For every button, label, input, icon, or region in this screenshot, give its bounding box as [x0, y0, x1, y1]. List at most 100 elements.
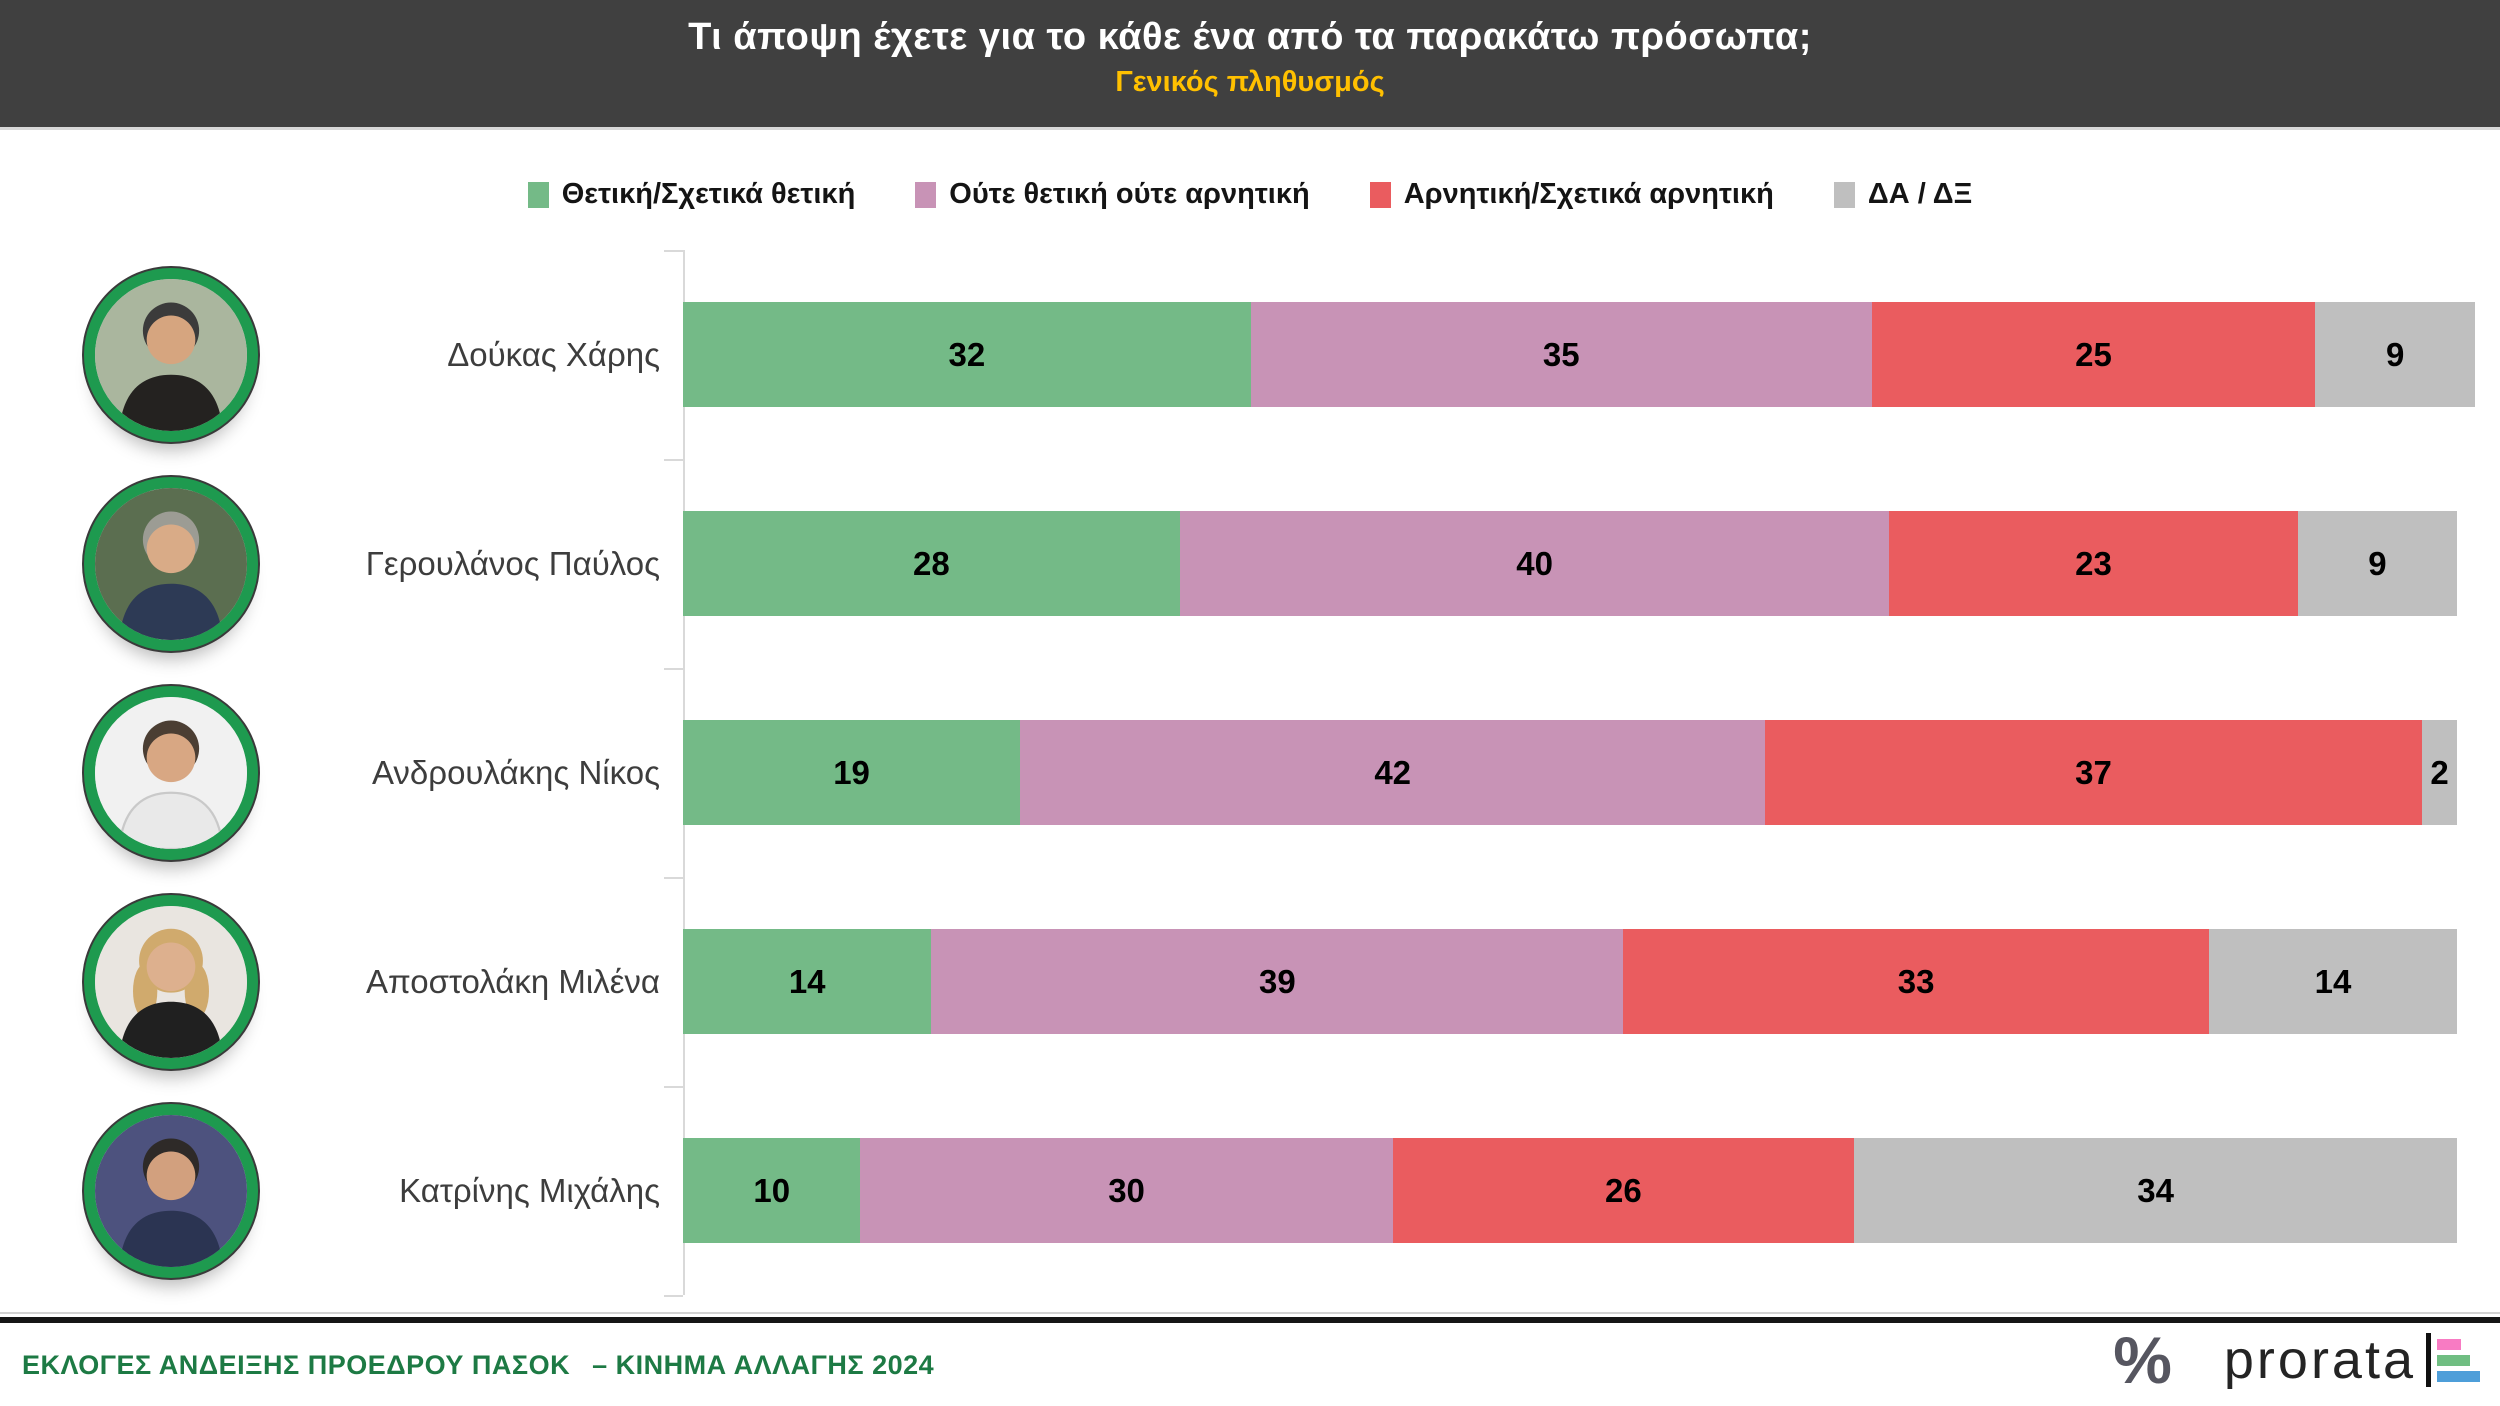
legend-swatch	[1833, 181, 1855, 208]
footer-separator-light	[0, 1312, 2500, 1314]
page-subtitle: Γενικός πληθυσμός	[1115, 66, 1385, 98]
value-label: 37	[2075, 753, 2112, 791]
legend-label: Θετική/Σχετικά θετική	[561, 178, 856, 210]
footer-separator	[0, 1317, 2500, 1323]
value-label: 14	[788, 962, 826, 1000]
person-photo-placeholder	[95, 278, 247, 431]
bar-segment-dk-na: 14	[2208, 929, 2458, 1034]
legend: Θετική/Σχετικά θετική Ούτε θετική ούτε αρ…	[0, 178, 2500, 211]
value-label: 35	[1542, 335, 1580, 373]
category-label: Κατρίνης Μιχάλης	[399, 1171, 660, 1209]
value-label: 40	[1516, 544, 1553, 582]
chart-row: Δούκας Χάρης 32 35 25 9	[0, 250, 2500, 459]
bar-segment-neutral: 30	[860, 1138, 1393, 1243]
avatar	[84, 267, 258, 442]
value-label: 33	[1897, 962, 1935, 1000]
stacked-bar: 32 35 25 9	[683, 302, 2475, 407]
value-label: 30	[1108, 1171, 1145, 1209]
legend-swatch	[527, 181, 549, 208]
legend-label: Ούτε θετική ούτε αρνητική	[949, 178, 1310, 210]
percent-icon: %	[2113, 1323, 2172, 1397]
bar-segment-positive: 14	[683, 929, 932, 1034]
axis-tick	[664, 877, 683, 879]
brand-bar-blue	[2437, 1370, 2480, 1382]
avatar	[84, 476, 258, 651]
chart-row: Γερουλάνος Παύλος 28 40 23 9	[0, 459, 2500, 668]
bar-segment-positive: 32	[683, 302, 1251, 407]
bar-segment-negative: 37	[1765, 720, 2422, 825]
bar-segment-neutral: 35	[1250, 302, 1872, 407]
legend-item: Αρνητική/Σχετικά αρνητική	[1369, 178, 1774, 211]
bar-segment-negative: 26	[1392, 1138, 1854, 1243]
value-label: 2	[2430, 753, 2449, 791]
header: Τι άποψη έχετε για το κάθε ένα από τα πα…	[0, 0, 2500, 130]
bar-segment-dk-na: 9	[2315, 302, 2475, 407]
stacked-bar: 14 39 33 14	[683, 929, 2475, 1034]
bar-segment-dk-na: 9	[2297, 511, 2458, 616]
legend-label: Αρνητική/Σχετικά αρνητική	[1403, 178, 1774, 210]
legend-swatch	[915, 181, 937, 208]
legend-label: ΔΑ / ΔΞ	[1867, 178, 1973, 210]
axis-tick	[664, 250, 683, 252]
value-label: 10	[753, 1171, 791, 1209]
axis-tick	[664, 459, 683, 461]
bar-segment-positive: 28	[683, 511, 1180, 616]
person-photo-placeholder	[95, 905, 247, 1058]
brand-wordmark: prorata	[2223, 1330, 2416, 1390]
brand-bar-green	[2437, 1354, 2470, 1366]
footer-source-text: ΕΚΛΟΓΕΣ ΑΝΔΕΙΞΗΣ ΠΡΟΕΔΡΟΥ ΠΑΣΟΚ – ΚΙΝΗΜΑ…	[22, 1350, 935, 1380]
prorata-logo: % prorata	[2113, 1327, 2480, 1393]
bar-segment-negative: 23	[1889, 511, 2298, 616]
bar-segment-neutral: 42	[1020, 720, 1766, 825]
bar-chart-icon	[2437, 1338, 2480, 1382]
avatar	[84, 894, 258, 1069]
category-label: Αποστολάκη Μιλένα	[365, 962, 660, 1000]
axis-tick	[664, 1086, 683, 1088]
person-photo-placeholder	[95, 1114, 247, 1267]
value-label: 23	[2075, 544, 2112, 582]
bar-segment-negative: 25	[1871, 302, 2316, 407]
value-label: 28	[913, 544, 950, 582]
stacked-bar: 19 42 37 2	[683, 720, 2475, 825]
value-label: 9	[2368, 544, 2387, 582]
person-photo-placeholder	[95, 696, 247, 849]
value-label: 9	[2385, 335, 2405, 373]
chart-row: Κατρίνης Μιχάλης 10 30 26 34	[0, 1086, 2500, 1295]
legend-item: Θετική/Σχετικά θετική	[527, 178, 856, 211]
bar-segment-dk-na: 2	[2421, 720, 2458, 825]
brand-bar-pink	[2437, 1338, 2461, 1350]
bar-segment-positive: 19	[683, 720, 1021, 825]
bar-segment-dk-na: 34	[1853, 1138, 2458, 1243]
bar-segment-negative: 33	[1623, 929, 2209, 1034]
chart-row: Ανδρουλάκης Νίκος 19 42 37 2	[0, 668, 2500, 877]
chart-row: Αποστολάκη Μιλένα 14 39 33 14	[0, 877, 2500, 1086]
category-label: Δούκας Χάρης	[447, 335, 660, 373]
avatar	[84, 685, 258, 860]
legend-item: ΔΑ / ΔΞ	[1833, 178, 1973, 211]
brand-divider	[2426, 1333, 2431, 1387]
stacked-bar-chart: Δούκας Χάρης 32 35 25 9 Γερουλάνος Παύλος 28 4…	[0, 250, 2500, 1297]
value-label: 19	[833, 753, 870, 791]
person-photo-placeholder	[95, 487, 247, 640]
value-label: 25	[2075, 335, 2112, 373]
value-label: 42	[1374, 753, 1412, 791]
legend-item: Ούτε θετική ούτε αρνητική	[915, 178, 1310, 211]
footer: ΕΚΛΟΓΕΣ ΑΝΔΕΙΞΗΣ ΠΡΟΕΔΡΟΥ ΠΑΣΟΚ – ΚΙΝΗΜΑ…	[0, 1323, 2500, 1406]
axis-tick	[664, 1295, 683, 1297]
axis-tick	[664, 668, 683, 670]
value-label: 39	[1259, 962, 1296, 1000]
page-title: Τι άποψη έχετε για το κάθε ένα από τα πα…	[688, 16, 1812, 58]
value-label: 14	[2314, 962, 2352, 1000]
value-label: 34	[2137, 1171, 2174, 1209]
value-label: 32	[948, 335, 986, 373]
value-label: 26	[1604, 1171, 1642, 1209]
stacked-bar: 10 30 26 34	[683, 1138, 2475, 1243]
category-label: Ανδρουλάκης Νίκος	[372, 753, 660, 791]
stacked-bar: 28 40 23 9	[683, 511, 2475, 616]
legend-swatch	[1369, 181, 1391, 208]
avatar	[84, 1103, 258, 1278]
bar-segment-neutral: 39	[931, 929, 1624, 1034]
bar-segment-positive: 10	[683, 1138, 861, 1243]
bar-segment-neutral: 40	[1179, 511, 1890, 616]
